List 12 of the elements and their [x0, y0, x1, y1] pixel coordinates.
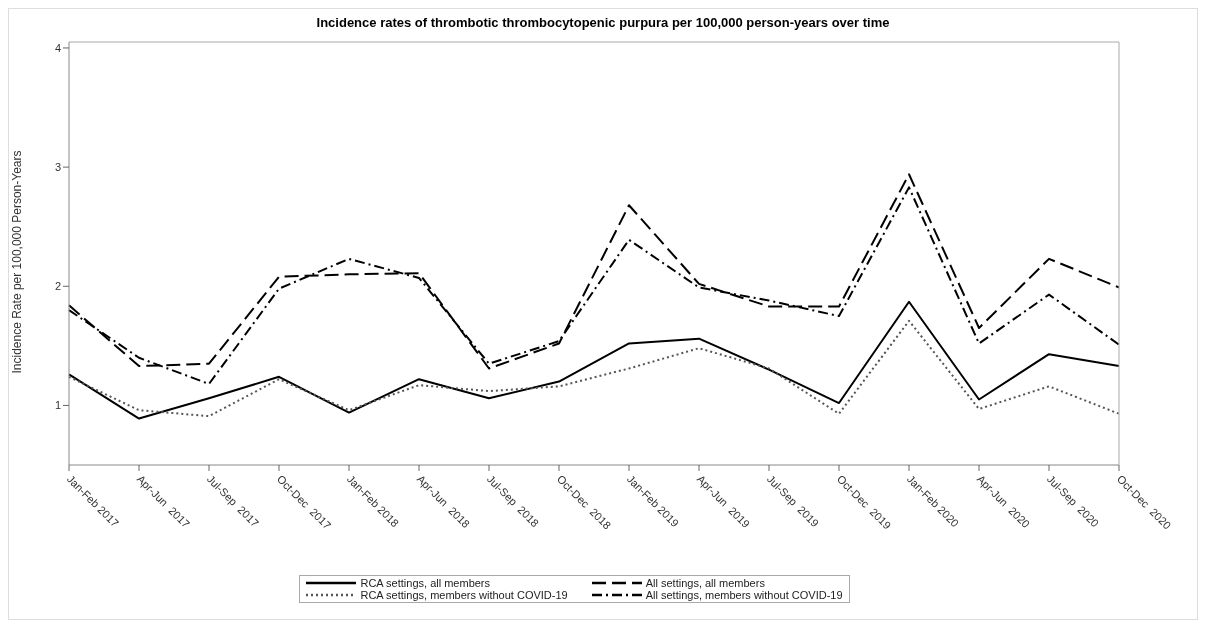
legend-label: All settings, all members [645, 577, 765, 589]
y-axis-title: Incidence Rate per 100,000 Person-Years [10, 150, 25, 374]
line-series [68, 300, 1120, 420]
legend-label: RCA settings, members without COVID-19 [360, 589, 568, 601]
chart-title: Incidence rates of thrombotic thrombocytopenic purpura per 100,000 person-years over time [315, 15, 891, 32]
legend-label: All settings, members without COVID-19 [645, 589, 843, 601]
y-tick-label: 1 [54, 399, 61, 412]
y-tick-label: 2 [54, 280, 61, 293]
line-series [68, 319, 1120, 418]
legend-label: RCA settings, all members [360, 577, 491, 589]
y-tick-label: 3 [54, 161, 61, 174]
y-tick-label: 4 [54, 41, 61, 54]
